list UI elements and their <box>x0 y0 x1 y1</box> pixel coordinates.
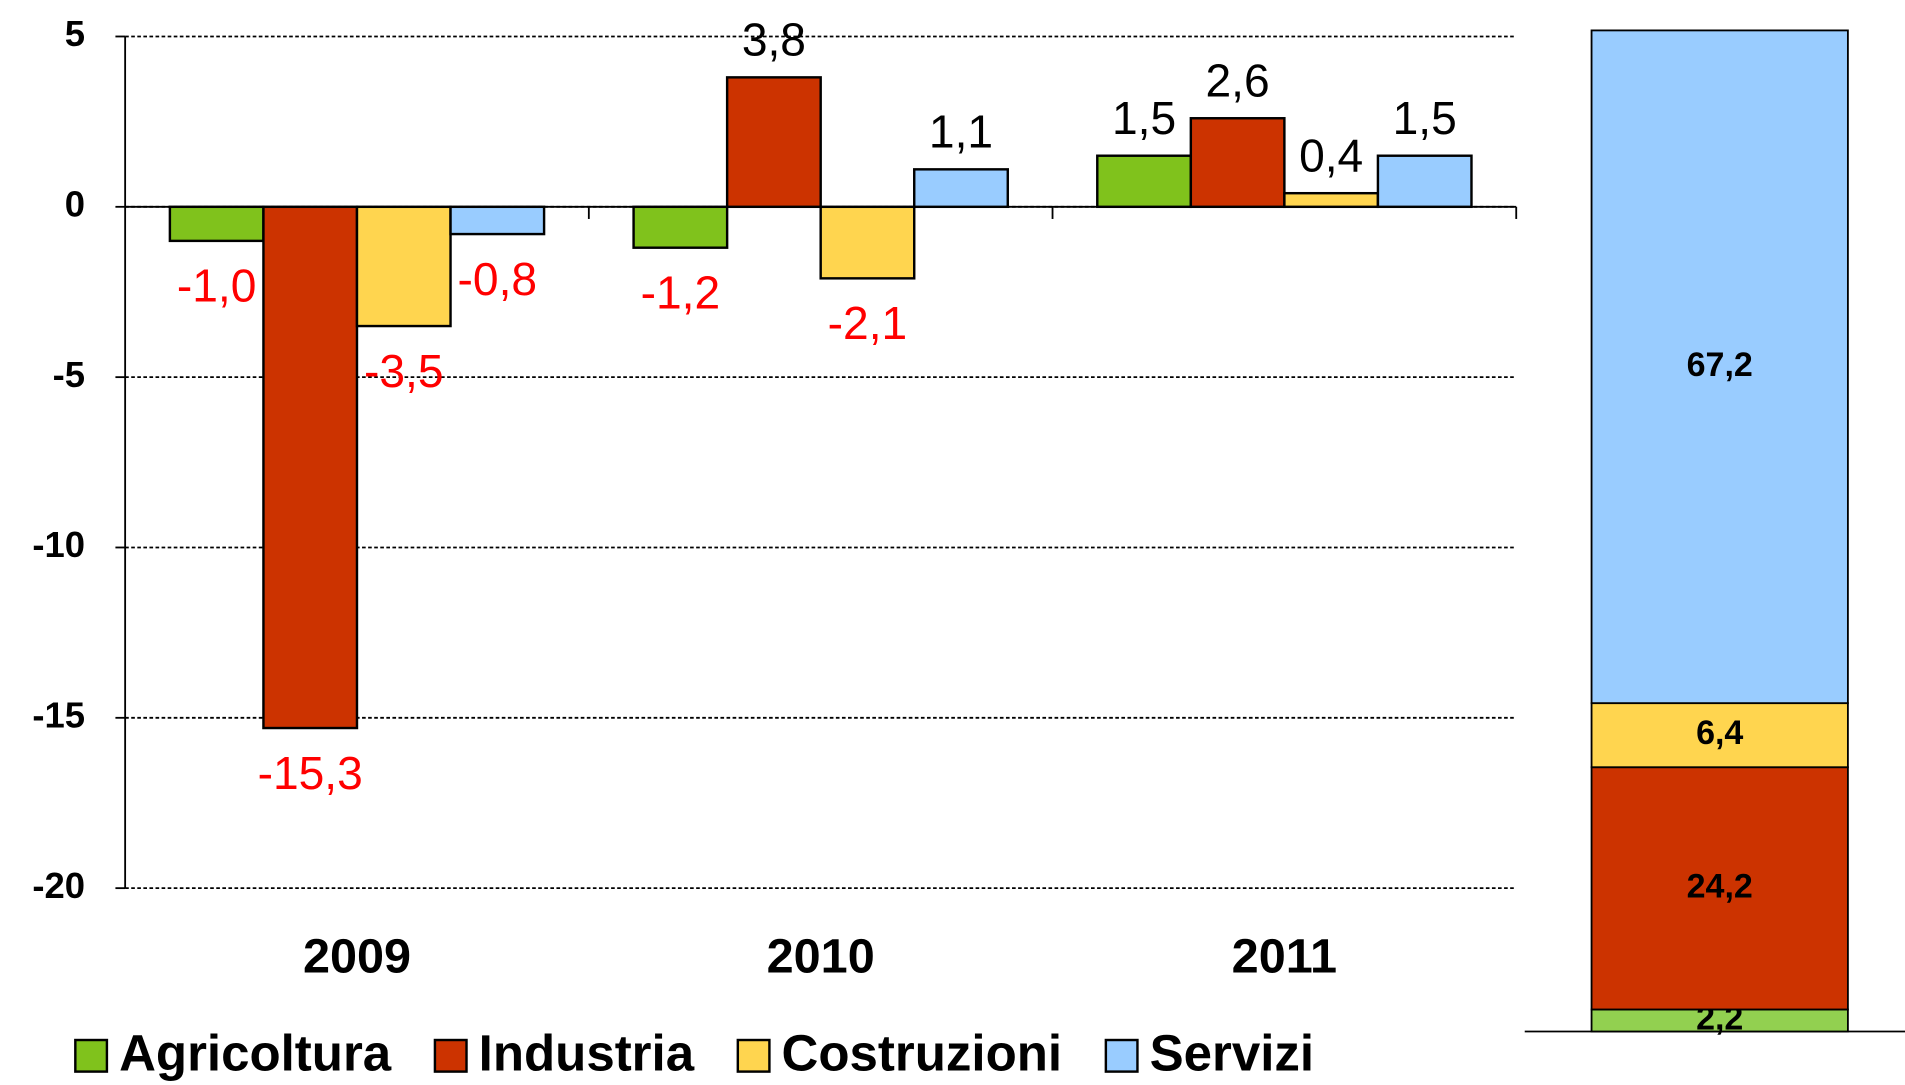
bar <box>168 205 265 243</box>
y-tick-label: -15 <box>32 694 85 735</box>
bar <box>1189 117 1286 209</box>
bar-segment <box>1590 702 1849 769</box>
legend-label: Agricoltura <box>119 1025 392 1082</box>
bar <box>913 168 1009 209</box>
y-tick-label: 5 <box>65 13 85 54</box>
data-label: 3,8 <box>742 14 806 66</box>
legend-swatch <box>1104 1038 1139 1073</box>
bar <box>1096 154 1193 209</box>
bar <box>355 205 452 328</box>
legend-label: Industria <box>479 1025 695 1082</box>
data-label: -1,2 <box>641 266 721 318</box>
data-label: -3,5 <box>364 345 444 397</box>
y-tick-label: -20 <box>32 865 85 906</box>
bar-segment <box>1590 766 1849 1011</box>
legend-swatch <box>433 1038 468 1073</box>
data-label: -1,0 <box>177 260 257 312</box>
bar-segment <box>1590 29 1849 705</box>
bar <box>632 205 729 249</box>
data-label: -15,3 <box>258 747 363 799</box>
y-tick-label: -10 <box>32 524 85 565</box>
y-tick-label: -5 <box>53 354 85 395</box>
data-label: 1,5 <box>1393 92 1457 144</box>
data-label: 67,2 <box>1687 346 1753 384</box>
legend-swatch <box>74 1038 109 1073</box>
bar <box>1283 191 1380 209</box>
x-tick-label: 2009 <box>303 930 411 984</box>
data-label: -0,8 <box>458 253 538 305</box>
data-label: 1,1 <box>929 106 993 158</box>
legend-label: Servizi <box>1150 1025 1314 1082</box>
legend-label: Costruzioni <box>782 1025 1063 1082</box>
y-tick-label: 0 <box>65 183 85 224</box>
data-label: -2,1 <box>828 297 908 349</box>
bar <box>819 205 916 280</box>
legend-swatch <box>736 1038 771 1073</box>
data-label: 24,2 <box>1687 867 1753 905</box>
x-tick-label: 2011 <box>1232 930 1337 984</box>
data-label: 0,4 <box>1299 129 1363 181</box>
data-label: 1,5 <box>1112 92 1176 144</box>
data-label: 2,6 <box>1206 54 1270 106</box>
x-tick-label: 2010 <box>767 930 875 984</box>
bar <box>449 205 546 236</box>
data-label: 6,4 <box>1696 714 1743 752</box>
bar <box>262 205 359 730</box>
bar <box>725 76 822 209</box>
bar <box>1376 154 1473 209</box>
